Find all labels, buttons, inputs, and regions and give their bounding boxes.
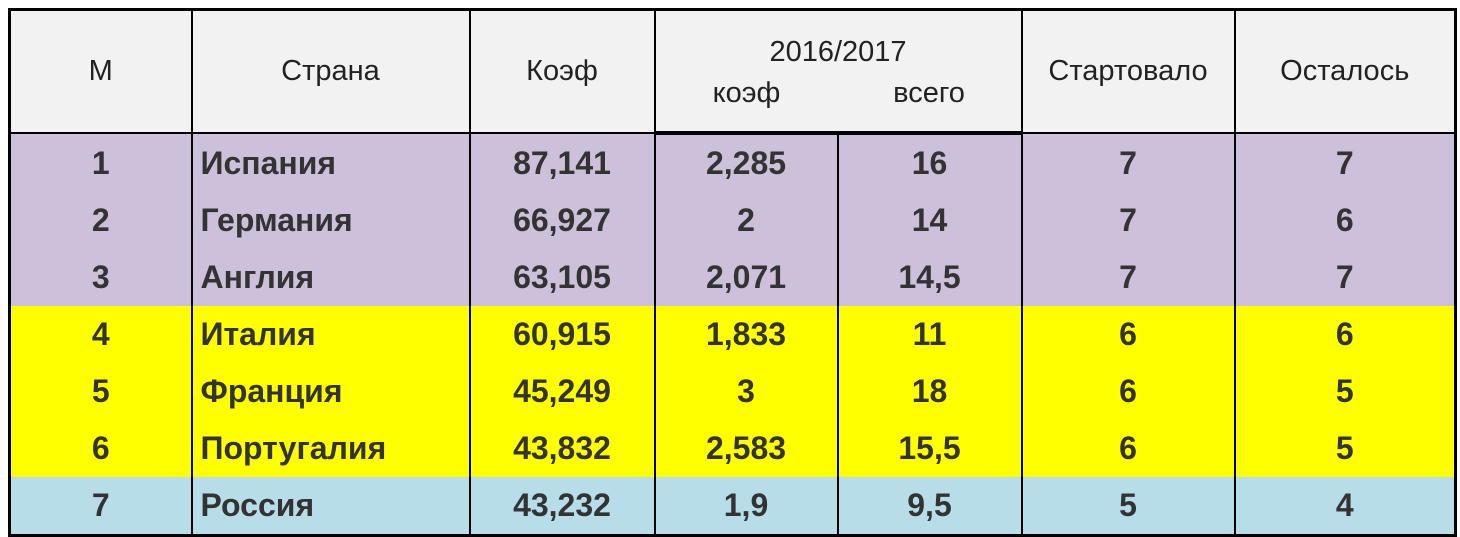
header-cell: коэф — [653, 73, 838, 135]
table-cell: 6 — [1020, 306, 1236, 363]
table-cell: Италия — [190, 306, 471, 363]
table-cell: 60,915 — [468, 306, 656, 363]
table-row: 4 Италия 60,915 1,833 11 6 6 — [8, 306, 1457, 363]
table-cell: Россия — [190, 477, 471, 536]
table-row: 3 Англия 63,105 2,071 14,5 7 7 — [8, 249, 1457, 306]
table-row: 2 Германия 66,927 2 14 7 6 — [8, 192, 1457, 249]
table-cell: 6 — [1020, 363, 1236, 420]
table-row: 6 Португалия 43,832 2,583 15,5 6 5 — [8, 420, 1457, 477]
table-cell: 16 — [836, 133, 1023, 192]
table-cell: 43,832 — [468, 420, 656, 477]
table-cell: Германия — [190, 192, 471, 249]
table-cell: 1,9 — [653, 477, 839, 536]
table-cell: 2 — [653, 192, 839, 249]
table-cell: 1,833 — [653, 306, 839, 363]
ranking-table: М Страна Коэф 2016/2017 Стартовало Остал… — [8, 8, 1457, 537]
table-cell: 5 — [8, 363, 193, 420]
header-cell: всего — [837, 73, 1023, 135]
table-cell: 7 — [1233, 249, 1457, 306]
table-cell: 9,5 — [836, 477, 1023, 536]
table-body: 1 Испания 87,141 2,285 16 7 7 2 Германия 66,927 2 1… — [8, 133, 1457, 536]
table-cell: 7 — [1020, 192, 1236, 249]
header-cell: Страна — [190, 8, 471, 134]
table-cell: 4 — [8, 306, 193, 363]
table-cell: 14,5 — [836, 249, 1023, 306]
table-cell: 5 — [1020, 477, 1236, 536]
table-row: 7 Россия 43,232 1,9 9,5 5 4 — [8, 477, 1457, 536]
table-cell: 7 — [1020, 249, 1236, 306]
table-row: 1 Испания 87,141 2,285 16 7 7 — [8, 133, 1457, 192]
table-cell: 6 — [1233, 306, 1457, 363]
table-cell: 18 — [836, 363, 1023, 420]
table-cell: 15,5 — [836, 420, 1023, 477]
table-cell: 6 — [8, 420, 193, 477]
table-cell: 87,141 — [468, 133, 656, 192]
table-cell: 2 — [8, 192, 193, 249]
table-header: М Страна Коэф 2016/2017 Стартовало Остал… — [8, 8, 1457, 135]
header-cell: Осталось — [1233, 8, 1457, 134]
table-cell: Испания — [190, 133, 471, 192]
table-cell: 7 — [8, 477, 193, 536]
table-cell: Португалия — [190, 420, 471, 477]
table-cell: 7 — [1233, 133, 1457, 192]
table-cell: 43,232 — [468, 477, 656, 536]
table-cell: 3 — [653, 363, 839, 420]
table-cell: 3 — [8, 249, 193, 306]
table-cell: Англия — [190, 249, 471, 306]
header-cell: М — [8, 8, 193, 134]
table-cell: 66,927 — [468, 192, 656, 249]
table-cell: 7 — [1020, 133, 1236, 192]
table-cell: 1 — [8, 133, 193, 192]
header-cell: Стартовало — [1020, 8, 1236, 134]
table-cell: 11 — [836, 306, 1023, 363]
table-cell: 5 — [1233, 420, 1457, 477]
table-cell: 6 — [1020, 420, 1236, 477]
header-cell: 2016/2017 — [653, 8, 1023, 73]
table-cell: 2,071 — [653, 249, 839, 306]
header-cell: Коэф — [468, 8, 656, 134]
table-cell: 6 — [1233, 192, 1457, 249]
table-cell: 63,105 — [468, 249, 656, 306]
table-cell: Франция — [190, 363, 471, 420]
table-cell: 14 — [836, 192, 1023, 249]
table-cell: 45,249 — [468, 363, 656, 420]
table-cell: 4 — [1233, 477, 1457, 536]
table-cell: 2,583 — [653, 420, 839, 477]
table-cell: 2,285 — [653, 133, 839, 192]
table-cell: 5 — [1233, 363, 1457, 420]
table-row: 5 Франция 45,249 3 18 6 5 — [8, 363, 1457, 420]
